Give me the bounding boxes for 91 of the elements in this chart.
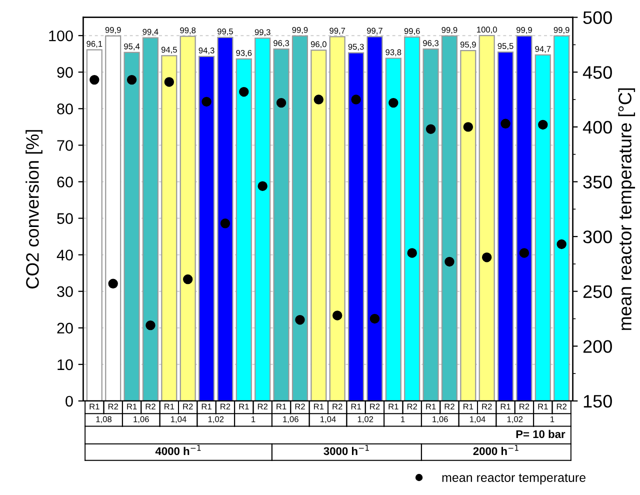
x-tick-label: R1 <box>464 404 474 410</box>
data-label: 99,7 <box>330 28 346 35</box>
text: 4000 h$^{−1}$ <box>155 445 201 456</box>
x-tick-label: R2 <box>332 404 342 410</box>
x-tick-label: R1 <box>164 404 174 410</box>
data-label: 99,4 <box>142 28 158 36</box>
y2-tick-label: 200 <box>583 340 612 353</box>
text: 1 <box>252 416 256 422</box>
data-label: 96,0 <box>310 41 326 48</box>
data-label: 94,5 <box>161 46 177 54</box>
y-tick-label: 60 <box>57 176 73 188</box>
x-tick-label: R2 <box>556 404 566 410</box>
data-label: 99,7 <box>367 28 382 35</box>
x-tick-label: R1 <box>538 404 548 410</box>
text: 3000 h$^{−1}$ <box>324 445 369 456</box>
data-label: 99,9 <box>442 27 458 34</box>
data-label: 96,3 <box>274 40 290 48</box>
x-tick-label: R2 <box>482 404 492 410</box>
x-tick-label: R2 <box>407 404 417 410</box>
y2-tick-label: 400 <box>582 120 612 134</box>
y2-tick-label: 500 <box>583 11 612 24</box>
x-tick-label: R2 <box>258 404 268 410</box>
y-tick-label: 50 <box>57 213 73 224</box>
text: P= 10 bar <box>516 430 566 438</box>
data-label: 96,1 <box>86 40 102 48</box>
data-label: 96,3 <box>423 40 439 48</box>
text: 1,02 <box>358 416 374 424</box>
x-tick-label: R2 <box>146 404 156 410</box>
y-axis-title: CO2 conversion [%] <box>26 130 42 288</box>
x-tick-label: R2 <box>108 404 118 410</box>
text: 1,06 <box>432 416 448 424</box>
data-label: 94,7 <box>535 46 551 53</box>
text: 1 <box>550 416 554 422</box>
data-label: 99,8 <box>180 27 196 34</box>
x-tick-label: R1 <box>90 404 100 410</box>
y2-tick-label: 450 <box>582 66 612 79</box>
text: 1,04 <box>470 416 486 424</box>
y-tick-label: 80 <box>57 104 73 114</box>
data-label: 99,5 <box>218 28 233 36</box>
data-label: 95,9 <box>460 42 476 49</box>
x-tick-label: R1 <box>127 404 137 410</box>
data-label: 95,3 <box>348 44 364 51</box>
data-label: 99,9 <box>516 27 532 34</box>
data-label: 94,3 <box>198 47 214 54</box>
y-tick-label: 30 <box>57 286 73 298</box>
x-tick-label: R2 <box>183 404 193 410</box>
y2-tick-label: 300 <box>583 230 612 244</box>
x-tick-label: R1 <box>426 404 436 410</box>
text: 1 <box>401 416 405 422</box>
x-tick-label: R2 <box>444 404 454 410</box>
x-tick-label: R1 <box>351 404 361 410</box>
text: 1,04 <box>320 416 336 424</box>
y-tick-label: 100 <box>49 30 73 42</box>
data-label: 99,9 <box>554 27 570 34</box>
text: 1,02 <box>507 416 523 424</box>
data-label: 100,0 <box>477 26 497 34</box>
x-tick-label: R2 <box>295 404 305 410</box>
text: 1,04 <box>171 416 186 424</box>
text: 1,08 <box>96 416 112 424</box>
data-label: 93,6 <box>236 50 252 57</box>
y2-tick-label: 350 <box>583 176 612 188</box>
data-label: 95,4 <box>124 43 140 50</box>
x-tick-label: R2 <box>220 404 230 410</box>
y2-axis-title: mean reactor temperature [°C] <box>618 88 636 330</box>
y-tick-label: 70 <box>57 140 73 151</box>
y-tick-label: 40 <box>56 250 73 260</box>
y2-tick-label: 150 <box>584 394 612 408</box>
data-label: 93,8 <box>386 49 402 56</box>
text: 1,06 <box>283 416 298 424</box>
y-tick-label: 90 <box>57 66 73 78</box>
y-tick-label: 10 <box>58 359 73 370</box>
data-label: 99,9 <box>105 27 121 34</box>
x-tick-label: R1 <box>314 404 324 410</box>
x-tick-label: R2 <box>520 404 530 410</box>
text: 1,06 <box>134 416 149 424</box>
x-tick-label: R1 <box>500 404 510 410</box>
text: 2000 h$^{−1}$ <box>473 445 518 456</box>
x-tick-label: R1 <box>276 404 286 410</box>
y-tick-label: 20 <box>57 322 73 334</box>
x-tick-label: R1 <box>388 404 398 410</box>
data-label: 99,9 <box>292 27 308 34</box>
y-tick-label: 0 <box>66 396 73 407</box>
y2-tick-label: 250 <box>583 285 612 298</box>
text: 1,02 <box>208 416 224 424</box>
data-label: 99,3 <box>254 29 270 36</box>
legend-label: mean reactor temperature <box>442 474 586 484</box>
data-label: 99,6 <box>404 28 420 36</box>
x-tick-label: R2 <box>370 404 380 410</box>
data-label: 95,5 <box>498 43 514 50</box>
x-tick-label: R1 <box>202 404 212 410</box>
x-tick-label: R1 <box>239 404 249 410</box>
